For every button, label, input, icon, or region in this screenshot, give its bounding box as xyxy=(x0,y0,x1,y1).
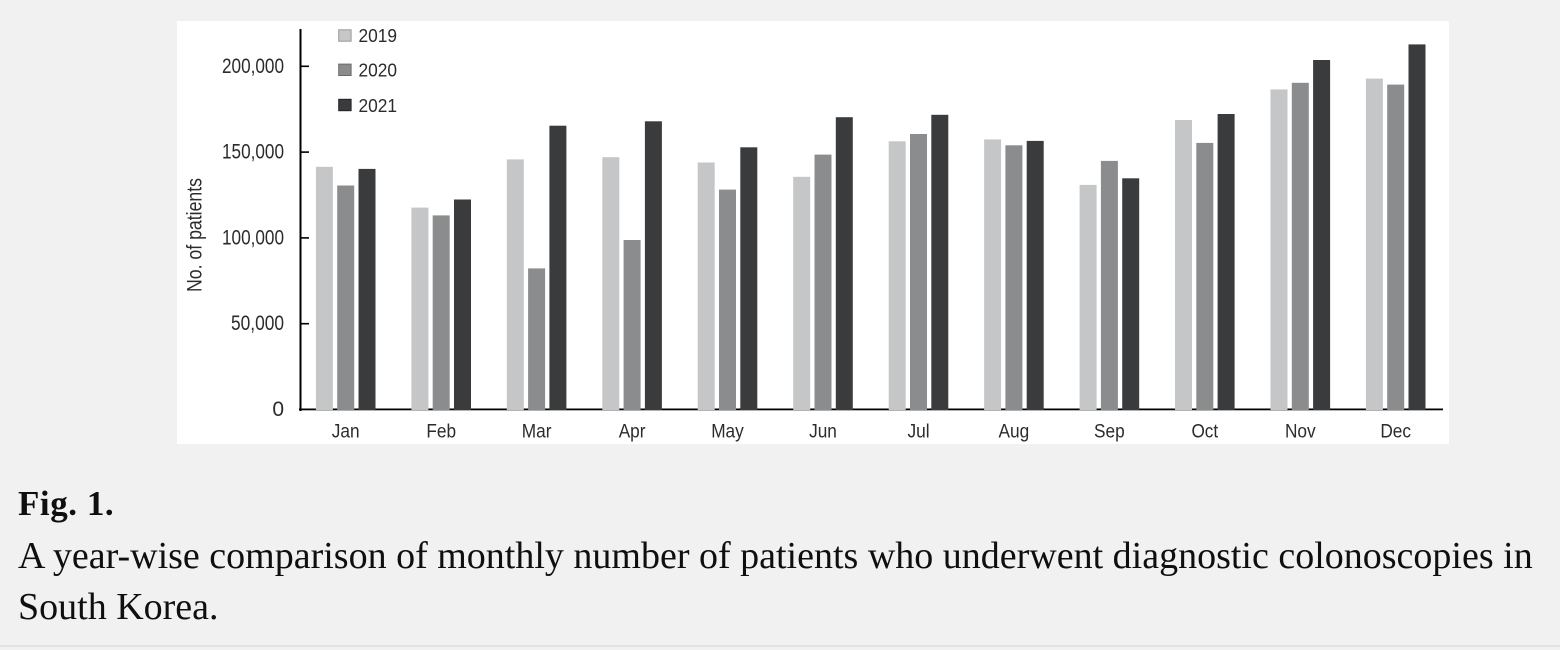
svg-text:2020: 2020 xyxy=(359,60,398,81)
svg-text:Nov: Nov xyxy=(1285,421,1316,443)
svg-text:200,000: 200,000 xyxy=(222,55,284,78)
svg-text:Oct: Oct xyxy=(1191,421,1218,443)
svg-text:0: 0 xyxy=(272,398,284,421)
svg-text:Jul: Jul xyxy=(907,421,929,443)
svg-text:Dec: Dec xyxy=(1380,421,1411,443)
svg-text:Jun: Jun xyxy=(809,421,837,443)
svg-text:150,000: 150,000 xyxy=(222,141,284,164)
svg-text:50,000: 50,000 xyxy=(231,312,284,335)
svg-text:100,000: 100,000 xyxy=(222,227,284,250)
svg-text:No. of patients: No. of patients xyxy=(184,178,207,292)
svg-text:2021: 2021 xyxy=(359,95,398,116)
svg-text:Sep: Sep xyxy=(1094,421,1125,443)
svg-text:Mar: Mar xyxy=(522,421,552,443)
svg-text:Jan: Jan xyxy=(332,421,360,443)
svg-text:Aug: Aug xyxy=(999,421,1030,443)
svg-text:May: May xyxy=(711,421,744,443)
svg-text:Apr: Apr xyxy=(619,421,646,443)
svg-text:2019: 2019 xyxy=(359,25,398,46)
svg-text:Feb: Feb xyxy=(426,421,456,443)
